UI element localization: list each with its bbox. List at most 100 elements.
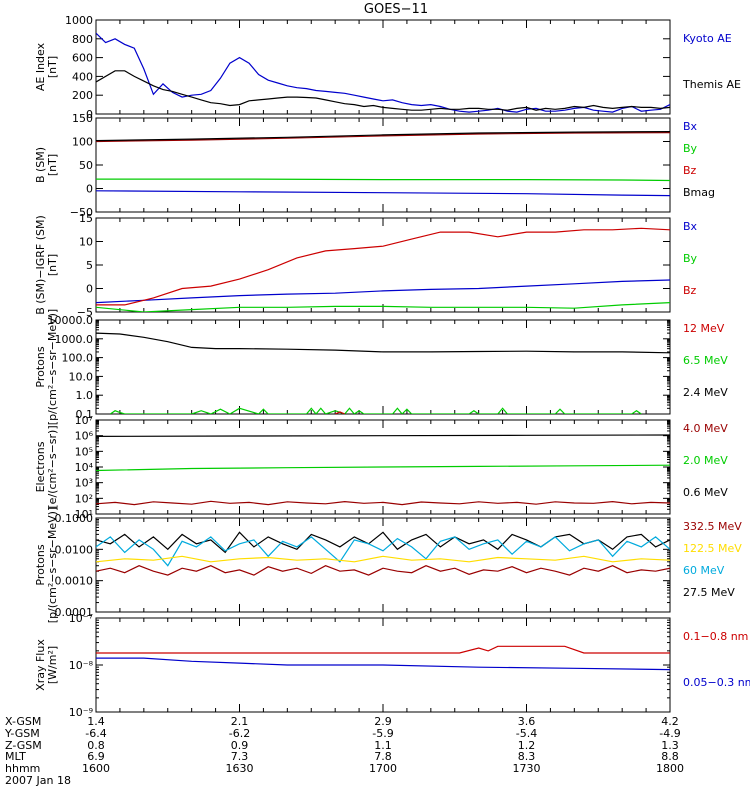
panel-2: −50 0 50 100 150 B (SM)[nT] Bx By Bz Bmag: [34, 112, 715, 219]
y-tick-label: 10⁻⁷: [69, 612, 93, 625]
y-axis-label-line: [W/m²]: [46, 646, 59, 684]
series-line-by: [96, 178, 670, 182]
y-tick-label: 10³: [75, 477, 93, 490]
time-row-value: -6.4: [85, 727, 106, 740]
legend-entry: 4.0 MeV: [683, 422, 728, 435]
legend-entry: 27.5 MeV: [683, 586, 735, 599]
panel-6: 0.00010.00100.01000.1000Protons[p/(cm²−s…: [34, 507, 742, 623]
y-tick-label: 1000.0: [55, 333, 94, 346]
y-tick-label: 0.1: [76, 408, 94, 421]
time-row-value: 1630: [226, 762, 254, 775]
series-line-bx: [96, 190, 670, 197]
time-row-value: 7.8: [374, 750, 392, 763]
legend-entry: Bz: [683, 164, 697, 177]
y-tick-label: 0.0100: [55, 543, 94, 556]
legend-entry: Bx: [683, 220, 698, 233]
time-row-value: 4.2: [661, 715, 679, 728]
y-tick-label: 150: [72, 112, 93, 125]
time-row-label: MLT: [5, 750, 26, 763]
series-line-0-6-mev: [96, 434, 670, 437]
time-row-value: 1.4: [87, 715, 105, 728]
time-row-value: 1600: [82, 762, 110, 775]
series-line-6-5-mev: [109, 407, 642, 414]
series-line-2-4-mev: [96, 332, 670, 354]
panel-4: 0.11.010.0100.01000.010000.0Protons[p/(c…: [34, 309, 728, 425]
y-axis-label-line: AE Index: [34, 42, 47, 91]
legend-entry: 12 MeV: [683, 322, 725, 335]
y-tick-label: 10⁻⁸: [69, 659, 94, 672]
series-line-bmag: [96, 131, 670, 142]
y-tick-label: 0: [86, 108, 93, 121]
y-axis-label-line: Electrons: [34, 441, 47, 492]
legend-entry: 6.5 MeV: [683, 354, 728, 367]
y-tick-label: 0: [86, 283, 93, 296]
legend-entry: Themis AE: [682, 78, 741, 91]
y-axis-label-line: [nT]: [46, 154, 59, 176]
y-axis-label: Xray Flux[W/m²]: [34, 639, 59, 691]
y-tick-label: 10⁷: [75, 414, 93, 427]
time-row-value: 8.8: [661, 750, 679, 763]
y-axis-label-line: [p/(cm²−s−sr−MeV)]: [46, 507, 59, 623]
y-tick-label: 10⁵: [75, 445, 93, 458]
time-row-value: 1.3: [661, 739, 679, 752]
time-row-value: 1800: [656, 762, 684, 775]
y-axis-label-line: [nT]: [46, 254, 59, 276]
time-axis-footer: X-GSM 1.4 2.1 2.9 3.6 4.2 Y-GSM -6.4 -6.2 -5.9 -5.…: [4, 715, 684, 787]
y-tick-label: 10¹: [75, 508, 93, 521]
y-axis-label: B (SM)−IGRF (SM)[nT]: [34, 215, 59, 315]
y-tick-label: 1.0: [76, 389, 94, 402]
y-tick-label: 0.0001: [55, 606, 94, 619]
y-axis-label-line: Protons: [34, 346, 47, 387]
y-tick-label: 10²: [75, 492, 93, 505]
time-row-value: 1.2: [518, 739, 536, 752]
y-axis-label-line: Xray Flux: [34, 639, 47, 691]
y-axis-label: AE Index[nT]: [34, 42, 59, 91]
panel-1: 0 200 400 600 800 1000 AE Index[nT] Kyoto AE The…: [34, 14, 741, 121]
time-row-label: X-GSM: [5, 715, 41, 728]
y-axis-label: Electrons[e/(cm²−s−sr)]: [34, 425, 59, 508]
series-line-kyoto-ae: [96, 32, 670, 113]
time-row-label: Y-GSM: [4, 727, 40, 740]
time-row-value: 1730: [513, 762, 541, 775]
y-tick-label: 10000.0: [48, 314, 94, 327]
legend-entry: 122.5 MeV: [683, 542, 742, 555]
legend-entry: 0.6 MeV: [683, 486, 728, 499]
time-row-value: 0.9: [231, 739, 249, 752]
y-tick-label: 10⁶: [75, 430, 94, 443]
time-row-value: 8.3: [518, 750, 536, 763]
legend-entry: Bmag: [683, 186, 715, 199]
series-line-bx: [96, 279, 670, 304]
series-line-60-mev: [96, 536, 670, 567]
series-line-27-5-mev: [96, 531, 670, 554]
legend-entry: 0.05−0.3 nm: [683, 676, 750, 689]
y-tick-label: 50: [79, 159, 93, 172]
time-row-value: 2.1: [231, 715, 249, 728]
y-tick-label: 600: [72, 52, 93, 65]
y-tick-label: 400: [72, 70, 93, 83]
time-row-value: 1.1: [374, 739, 392, 752]
time-row-value: 7.3: [231, 750, 249, 763]
y-tick-label: −5: [77, 306, 93, 319]
y-tick-label: 200: [72, 89, 93, 102]
time-row-label: Z-GSM: [5, 739, 42, 752]
figure-title: GOES−11: [364, 2, 428, 17]
series-line-2-0-mev: [96, 464, 670, 472]
panel-3: −5 0 5 10 15 B (SM)−IGRF (SM)[nT] Bx By Bz: [34, 212, 698, 319]
time-row-value: -6.2: [229, 727, 250, 740]
series-line-themis-ae: [96, 70, 670, 111]
legend-entry: 2.0 MeV: [683, 454, 728, 467]
y-tick-label: 10.0: [69, 370, 94, 383]
y-tick-label: 100: [72, 136, 93, 149]
panel-frame: [95, 319, 671, 415]
series-line-by: [96, 302, 670, 312]
series-line-332-5-mev: [96, 565, 670, 576]
y-tick-label: 0.1000: [55, 512, 94, 525]
series-line-bz: [96, 227, 670, 306]
y-tick-label: −50: [70, 206, 93, 219]
legend-entry: Bx: [683, 120, 698, 133]
time-row-value: 1700: [369, 762, 397, 775]
legend-entry: By: [683, 252, 698, 265]
series-line-122-5-mev: [96, 555, 670, 563]
